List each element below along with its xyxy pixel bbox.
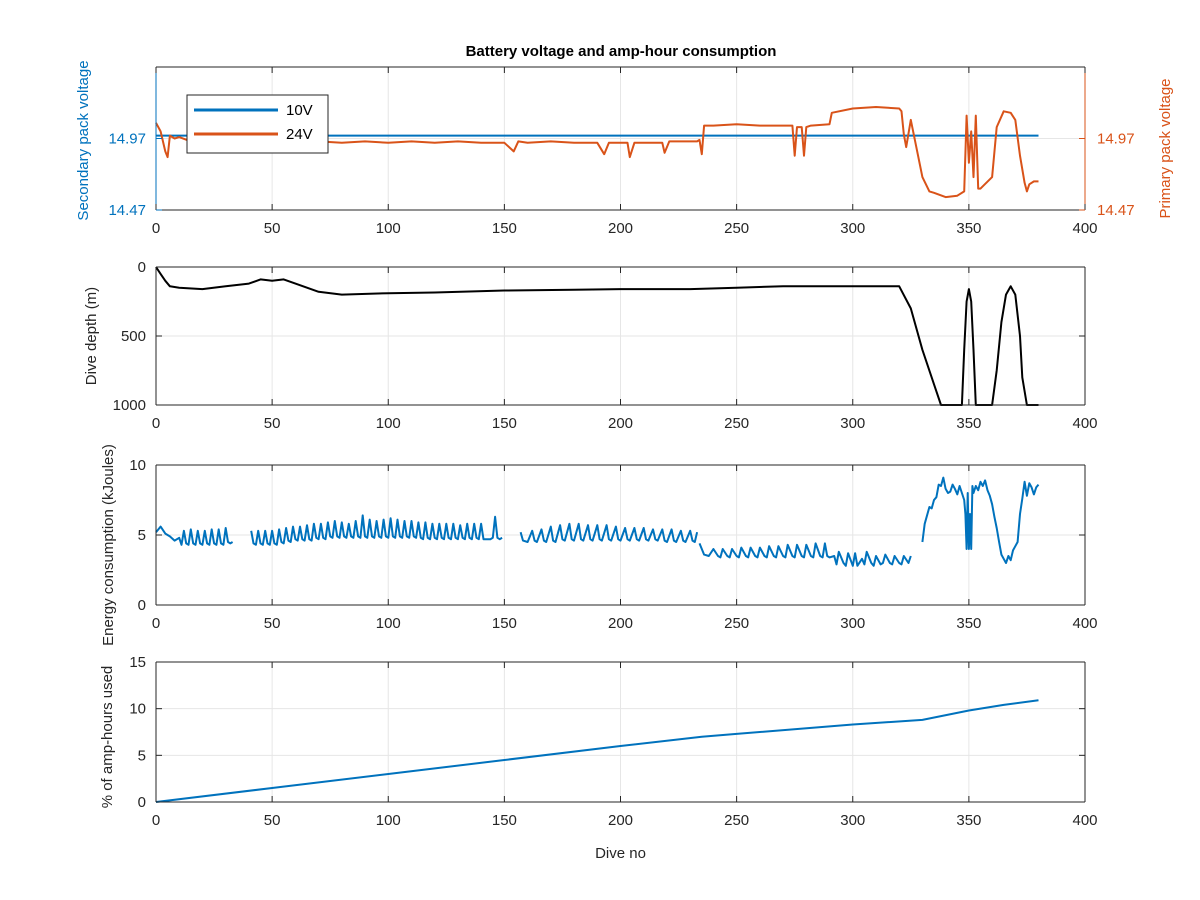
x-tick-label: 150	[492, 415, 517, 432]
x-tick-label: 400	[1072, 812, 1097, 829]
x-tick-label: 200	[608, 615, 633, 632]
legend-label-10v: 10V	[286, 102, 313, 119]
x-tick-label: 400	[1072, 415, 1097, 432]
x-tick-label: 150	[492, 812, 517, 829]
x-axis-label: Dive no	[595, 845, 646, 862]
y-tick-label: 1000	[113, 397, 146, 414]
energy-series-segment	[250, 514, 503, 546]
energy-series-segment	[519, 522, 699, 543]
y-tick-label: 0	[138, 259, 146, 276]
energy-series-segment	[155, 525, 234, 546]
x-tick-label: 150	[492, 615, 517, 632]
x-tick-label: 100	[376, 220, 401, 237]
energy-series-segment	[921, 476, 1040, 564]
y-axis-label: % of amp-hours used	[99, 666, 116, 809]
amp-hours-series-line	[155, 699, 1039, 803]
energy-axes: 0 50 100 150 200 250 300 350 400 0 5 10 Energy consu…	[100, 444, 1098, 646]
x-tick-label: 0	[152, 220, 160, 237]
x-tick-label: 50	[264, 220, 281, 237]
y-tick-label: 15	[129, 654, 146, 671]
x-tick-label: 250	[724, 220, 749, 237]
x-tick-label: 0	[152, 812, 160, 829]
y-tick-label: 0	[138, 597, 146, 614]
depth-axes: 0 50 100 150 200 250 300 350 400 0 500 1000 Dive dep…	[83, 259, 1098, 432]
y-right-tick-label: 14.97	[1097, 131, 1135, 148]
x-tick-label: 150	[492, 220, 517, 237]
x-tick-label: 100	[376, 615, 401, 632]
x-tick-label: 100	[376, 415, 401, 432]
x-tick-label: 400	[1072, 220, 1097, 237]
x-tick-label: 0	[152, 415, 160, 432]
x-tick-label: 350	[956, 220, 981, 237]
x-tick-label: 200	[608, 220, 633, 237]
x-tick-label: 300	[840, 812, 865, 829]
x-tick-label: 50	[264, 812, 281, 829]
x-tick-label: 350	[956, 415, 981, 432]
x-tick-label: 0	[152, 615, 160, 632]
x-tick-label: 100	[376, 812, 401, 829]
y-axis-label: Energy consumption (kJoules)	[100, 444, 117, 646]
y-tick-label: 0	[138, 794, 146, 811]
y-right-tick-label: 14.47	[1097, 202, 1135, 219]
x-tick-label: 50	[264, 415, 281, 432]
voltage-axes: 0 50 100 150 200 250 300 350 40014.4714.9714.471…	[75, 60, 1174, 237]
legend-box	[186, 94, 329, 154]
x-tick-label: 300	[840, 415, 865, 432]
y-axis-label-left: Secondary pack voltage	[75, 60, 92, 220]
x-tick-label: 50	[264, 615, 281, 632]
energy-series-segment	[698, 542, 912, 567]
x-tick-label: 200	[608, 415, 633, 432]
x-tick-label: 250	[724, 812, 749, 829]
amp-hours-axes: 0 50 100 150 200 250 300 350 400 0 5 10 15 % of amp-h…	[99, 654, 1098, 862]
y-tick-label: 500	[121, 328, 146, 345]
y-tick-label: 14.97	[108, 131, 146, 148]
figure-title: Battery voltage and amp-hour consumption	[466, 43, 777, 60]
depth-series-line	[155, 266, 1039, 406]
y-tick-label: 10	[129, 701, 146, 718]
x-tick-label: 350	[956, 812, 981, 829]
legend-label-24v: 24V	[286, 126, 313, 143]
y-tick-label: 5	[138, 747, 146, 764]
x-tick-label: 350	[956, 615, 981, 632]
x-tick-label: 250	[724, 615, 749, 632]
x-tick-label: 300	[840, 615, 865, 632]
y-tick-label: 14.47	[108, 202, 146, 219]
x-tick-label: 300	[840, 220, 865, 237]
x-tick-label: 400	[1072, 615, 1097, 632]
y-axis-label: Dive depth (m)	[83, 287, 100, 385]
series-24v-line	[155, 106, 1039, 199]
y-tick-label: 10	[129, 457, 146, 474]
x-tick-label: 250	[724, 415, 749, 432]
y-axis-label-right: Primary pack voltage	[1157, 78, 1174, 218]
y-tick-label: 5	[138, 527, 146, 544]
x-tick-label: 200	[608, 812, 633, 829]
